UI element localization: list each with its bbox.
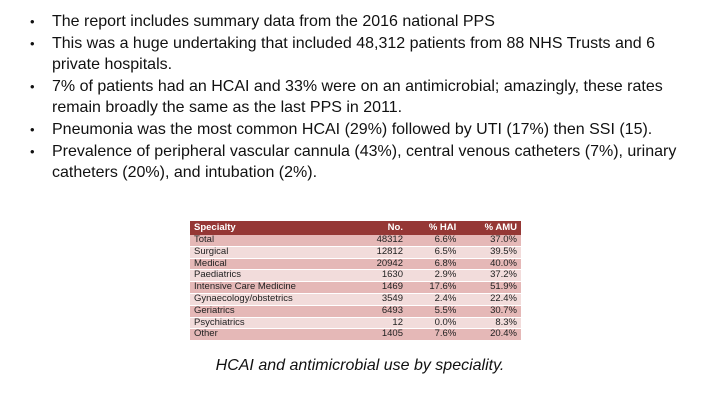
speciality-table: Specialty No.% HAI% AMU Total 48312 6.6% 37.… [190, 221, 521, 342]
table-cell: 37.2% [460, 270, 521, 283]
table-cell: 2.4% [406, 293, 461, 306]
table-cell: 40.0% [460, 258, 521, 271]
header-cell: % AMU [460, 221, 521, 235]
bullet: This was a huge undertaking that include… [28, 33, 698, 76]
table-cell: 20942 [355, 258, 407, 271]
table-cell: 37.0% [460, 234, 521, 247]
table-row: Paediatrics 1630 2.9% 37.2% [190, 270, 521, 283]
bullet: Prevalence of peripheral vascular cannul… [28, 141, 698, 184]
table-cell: 51.9% [460, 281, 521, 294]
table-cell: Gynaecology/obstetrics [190, 293, 356, 306]
table-cell: Intensive Care Medicine [190, 281, 356, 294]
table-row: Other 1405 7.6% 20.4% [190, 329, 521, 342]
table-cell: 48312 [355, 234, 407, 247]
table-cell: 1405 [355, 329, 407, 342]
table-cell: 22.4% [460, 293, 521, 306]
table-cell: 1630 [355, 270, 407, 283]
table-row: Medical 20942 6.8% 40.0% [190, 258, 521, 271]
table-cell: 6493 [355, 305, 407, 318]
table-cell: 2.9% [406, 270, 461, 283]
table-cell: 39.5% [460, 246, 521, 259]
table-cell: 6.6% [406, 234, 461, 247]
table-cell: Total [190, 234, 356, 247]
table-cell: 3549 [355, 293, 407, 306]
table-cell: 8.3% [460, 317, 521, 330]
table-cell: 6.8% [406, 258, 461, 271]
bullet: 7% of patients had an HCAI and 33% were … [28, 76, 698, 119]
table-cell: Surgical [190, 246, 356, 259]
table-row: Intensive Care Medicine 1469 17.6% 51.9% [190, 281, 521, 294]
table-cell: 1469 [355, 281, 407, 294]
caption: HCAI and antimicrobial use by speciality… [215, 357, 505, 374]
table-cell: 6.5% [406, 246, 461, 259]
table-cell: Paediatrics [190, 270, 356, 283]
table-row: Total 48312 6.6% 37.0% [190, 234, 521, 247]
table-row: Gynaecology/obstetrics 3549 2.4% 22.4% [190, 293, 521, 306]
table-cell: 12812 [355, 246, 407, 259]
table-cell: Geriatrics [190, 305, 356, 318]
bullet: The report includes summary data from th… [28, 11, 698, 33]
table-cell: 0.0% [406, 317, 461, 330]
header-cell: Specialty [190, 221, 356, 235]
table-cell: 7.6% [406, 329, 461, 342]
table-cell: 20.4% [460, 329, 521, 342]
table-cell: 5.5% [406, 305, 461, 318]
bullet: Pneumonia was the most common HCAI (29%)… [28, 119, 698, 141]
table-cell: 17.6% [406, 281, 461, 294]
table-cell: 12 [355, 317, 407, 330]
table-cell: Psychiatrics [190, 317, 356, 330]
header-cell: % HAI [406, 221, 461, 235]
table-cell: Other [190, 329, 356, 342]
bullet-list: The report includes summary data from th… [28, 11, 698, 184]
table-row: Surgical 12812 6.5% 39.5% [190, 246, 521, 259]
header-cell: No. [355, 221, 407, 235]
table-row: Psychiatrics 12 0.0% 8.3% [190, 317, 521, 330]
table-row: Geriatrics 6493 5.5% 30.7% [190, 305, 521, 318]
table-cell: Medical [190, 258, 356, 271]
table-cell: 30.7% [460, 305, 521, 318]
table-header: Specialty No.% HAI% AMU [190, 221, 521, 235]
